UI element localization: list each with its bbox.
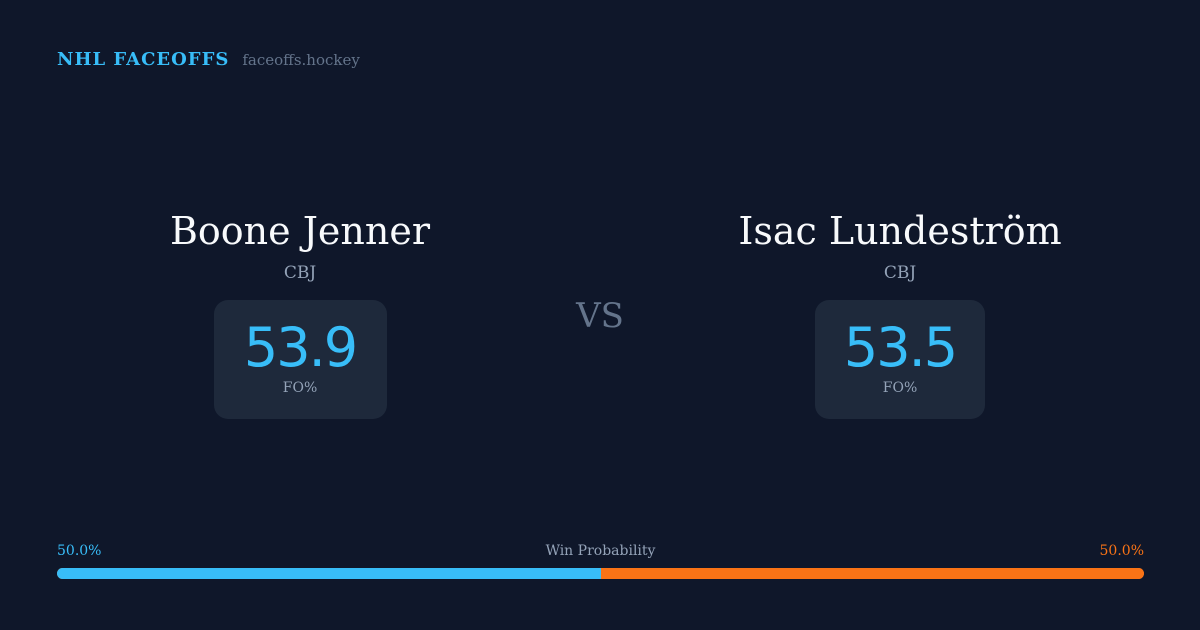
win-prob-left: 50.0% — [57, 543, 102, 559]
fo-label: FO% — [882, 380, 918, 396]
fo-value: 53.5 — [843, 316, 958, 379]
win-prob-bar-left — [57, 568, 601, 579]
win-probability: 50.0% Win Probability 50.0% — [57, 543, 1144, 579]
fo-value: 53.9 — [243, 316, 358, 379]
player-name: Boone Jenner — [169, 209, 431, 253]
brand-url: faceoffs.hockey — [242, 51, 360, 69]
fo-card: 53.9 FO% — [213, 300, 387, 419]
brand-name: NHL FACEOFFS — [57, 49, 230, 70]
fo-label: FO% — [282, 380, 318, 396]
player-right: Isac Lundeström CBJ 53.5 FO% — [700, 205, 1100, 419]
win-prob-bar-right — [600, 568, 1144, 579]
player-name: Isac Lundeström — [738, 209, 1062, 253]
fo-card: 53.5 FO% — [815, 300, 985, 419]
win-prob-bar — [57, 568, 1144, 579]
vs-label: VS — [576, 296, 624, 336]
win-prob-label: Win Probability — [545, 543, 656, 559]
brand: NHL FACEOFFS faceoffs.hockey — [57, 49, 360, 70]
player-left: Boone Jenner CBJ 53.9 FO% — [100, 205, 500, 419]
win-prob-right: 50.0% — [1099, 543, 1144, 559]
player-team: CBJ — [283, 263, 317, 283]
player-team: CBJ — [883, 263, 917, 283]
